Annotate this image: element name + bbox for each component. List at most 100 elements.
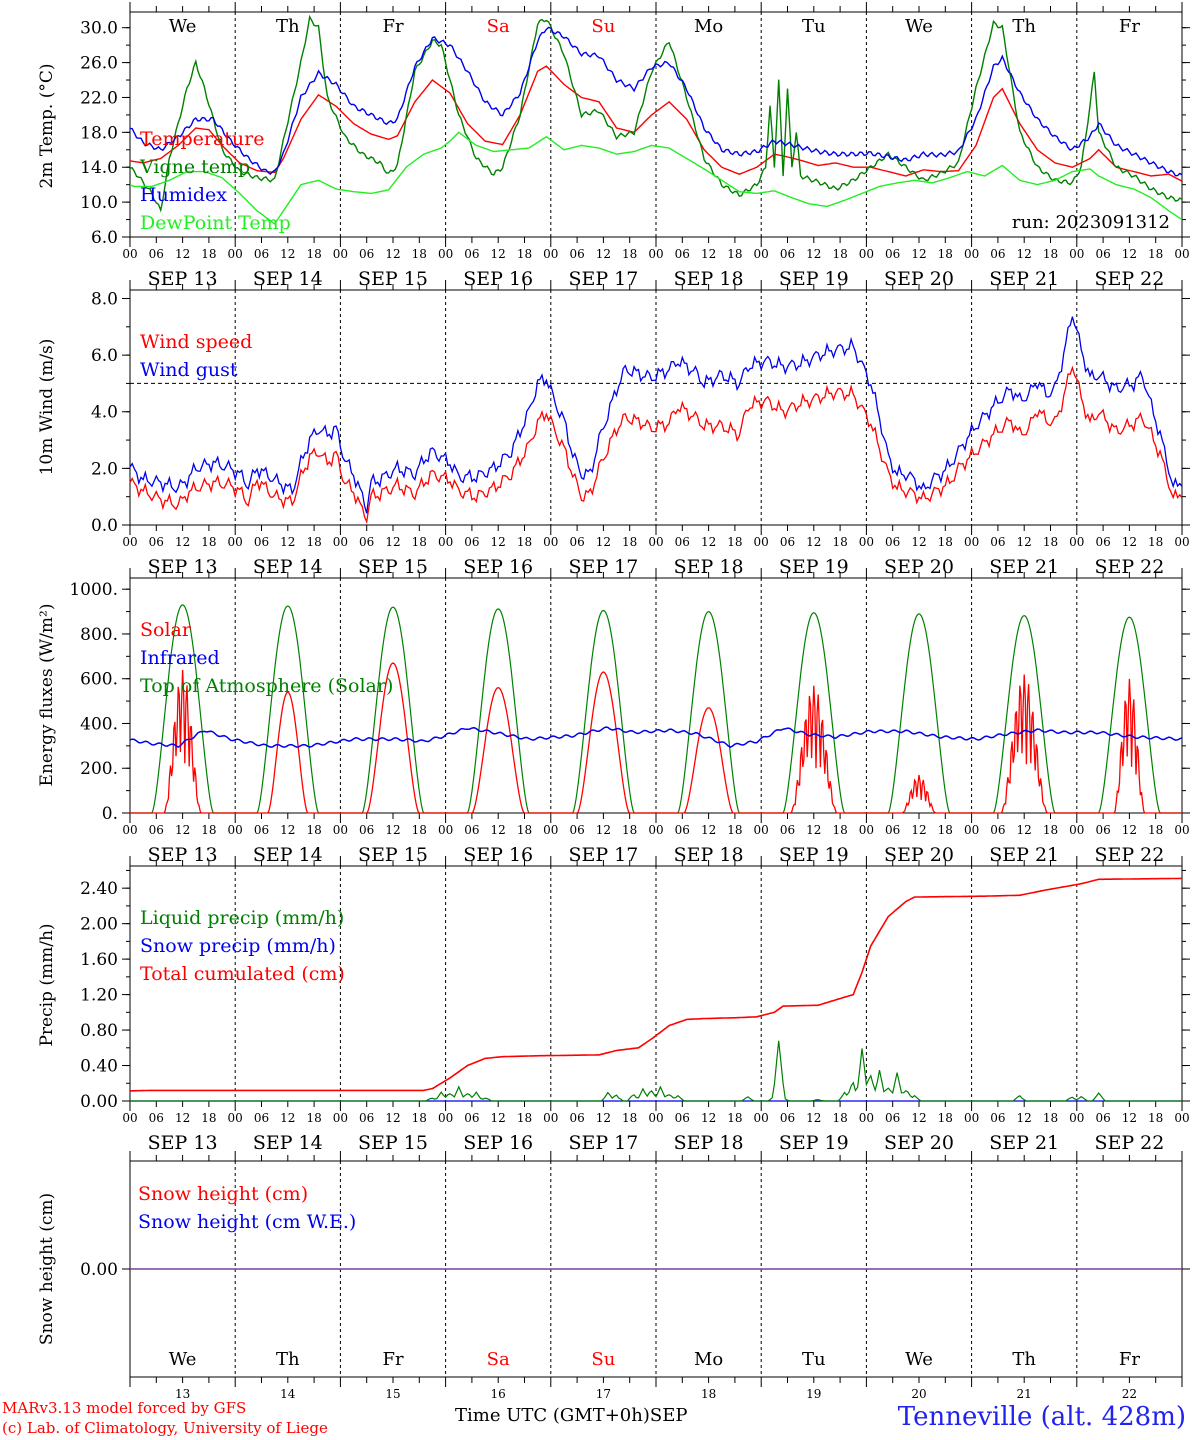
hour-tick-label: 12	[1122, 1111, 1137, 1125]
date-label: SEP 22	[1094, 556, 1164, 578]
hour-tick-label: 18	[1148, 247, 1163, 261]
weekday-label: Th	[1012, 1349, 1036, 1370]
legend-snow-height-cm-w-e-: Snow height (cm W.E.)	[138, 1211, 356, 1233]
hour-tick-label: 06	[254, 247, 269, 261]
hour-tick-label: 00	[648, 823, 663, 837]
hour-tick-label: 12	[596, 1111, 611, 1125]
hour-tick-label: 18	[201, 535, 216, 549]
hour-tick-label: 18	[1148, 535, 1163, 549]
y-tick-label: 8.0	[91, 289, 118, 309]
hour-tick-label: 06	[675, 535, 690, 549]
weekday-label: Su	[591, 1349, 615, 1370]
hour-tick-label: 00	[333, 1111, 348, 1125]
hour-tick-label: 00	[964, 535, 979, 549]
hour-tick-label: 06	[464, 535, 479, 549]
weekday-label: Th	[276, 16, 300, 37]
y-tick-label: 2.0	[91, 459, 118, 479]
hour-tick-label: 18	[832, 823, 847, 837]
hour-tick-label: 00	[543, 535, 558, 549]
hour-tick-label: 12	[596, 535, 611, 549]
hour-tick-label: 18	[938, 535, 953, 549]
weekday-label: We	[169, 1349, 197, 1370]
hour-tick-label: 00	[754, 247, 769, 261]
hour-tick-label: 18	[1148, 1111, 1163, 1125]
hour-tick-label: 12	[701, 823, 716, 837]
hour-tick-label: 00	[754, 823, 769, 837]
hour-tick-label: 00	[964, 247, 979, 261]
date-label: SEP 19	[779, 268, 849, 290]
hour-tick-label: 12	[491, 823, 506, 837]
run-annotation: run: 2023091312	[1012, 212, 1170, 233]
hour-tick-label: 06	[149, 247, 164, 261]
hour-tick-label: 12	[280, 823, 295, 837]
date-label: SEP 16	[463, 268, 533, 290]
date-label: SEP 18	[674, 556, 744, 578]
hour-tick-label: 00	[859, 247, 874, 261]
hour-tick-label: 00	[964, 823, 979, 837]
legend-humidex: Humidex	[140, 184, 227, 206]
y-axis-label: Snow height (cm)	[37, 1193, 57, 1345]
weekday-label: Mo	[694, 1349, 723, 1370]
series-temperature-line	[129, 65, 1183, 182]
hour-tick-label: 00	[333, 535, 348, 549]
legend-wind-speed: Wind speed	[140, 331, 252, 353]
hour-tick-label: 18	[938, 247, 953, 261]
hour-tick-label: 06	[569, 247, 584, 261]
hour-tick-label: 06	[1095, 535, 1110, 549]
date-label: SEP 15	[358, 556, 428, 578]
legend-wind-gust: Wind gust	[140, 359, 238, 381]
y-axis-label: Precip (mm/h)	[37, 923, 57, 1046]
date-label: SEP 17	[568, 268, 638, 290]
weekday-label: Th	[1012, 16, 1036, 37]
hour-tick-label: 12	[385, 535, 400, 549]
legend-snow-precip-mm-h-: Snow precip (mm/h)	[140, 935, 336, 957]
legend-total-cumulated-cm-: Total cumulated (cm)	[140, 963, 345, 985]
hour-tick-label: 18	[1043, 1111, 1058, 1125]
hour-tick-label: 06	[1095, 247, 1110, 261]
weekday-label: Fr	[382, 16, 403, 37]
hour-tick-label: 12	[385, 1111, 400, 1125]
hour-tick-label: 06	[990, 823, 1005, 837]
hour-tick-label: 12	[806, 823, 821, 837]
hour-tick-label: 00	[1069, 823, 1084, 837]
series-wind-gust-line	[129, 316, 1183, 514]
hour-tick-label: 18	[727, 535, 742, 549]
hour-tick-label: 00	[859, 535, 874, 549]
hour-tick-label: 06	[464, 247, 479, 261]
hour-tick-label: 06	[780, 823, 795, 837]
y-tick-label: 200.	[80, 759, 118, 779]
hour-tick-label: 12	[280, 535, 295, 549]
weekday-label: Fr	[382, 1349, 403, 1370]
date-label: SEP 19	[779, 1132, 849, 1154]
series-humidex-line	[129, 26, 1183, 177]
hour-tick-label: 12	[280, 1111, 295, 1125]
date-label: SEP 13	[148, 268, 218, 290]
date-label: SEP 17	[568, 556, 638, 578]
weekday-label: Fr	[1119, 1349, 1140, 1370]
series-dewpoint-temp-line	[129, 131, 1183, 225]
hour-tick-label: 18	[517, 535, 532, 549]
hour-tick-label: 12	[491, 247, 506, 261]
date-label: SEP 19	[779, 556, 849, 578]
date-label: SEP 17	[568, 1132, 638, 1154]
hour-tick-label: 12	[911, 247, 926, 261]
hour-tick-label: 12	[1122, 535, 1137, 549]
x-axis-title-text: Time UTC (GMT+0h)	[455, 1405, 650, 1426]
hour-tick-label: 12	[1122, 247, 1137, 261]
date-label: SEP 18	[674, 268, 744, 290]
day-number-label: 17	[596, 1387, 611, 1401]
hour-tick-label: 06	[254, 823, 269, 837]
hour-tick-label: 12	[175, 247, 190, 261]
y-tick-label: 0.40	[80, 1057, 118, 1077]
hour-tick-label: 00	[859, 823, 874, 837]
legend-temperature: Temperature	[140, 128, 264, 150]
hour-tick-label: 00	[1069, 535, 1084, 549]
hour-tick-label: 18	[412, 823, 427, 837]
series-total-cumulated-line	[129, 877, 1182, 1092]
hour-tick-label: 12	[701, 535, 716, 549]
hour-tick-label: 06	[149, 1111, 164, 1125]
hour-tick-label: 00	[228, 247, 243, 261]
hour-tick-label: 06	[990, 535, 1005, 549]
hour-tick-label: 00	[648, 1111, 663, 1125]
